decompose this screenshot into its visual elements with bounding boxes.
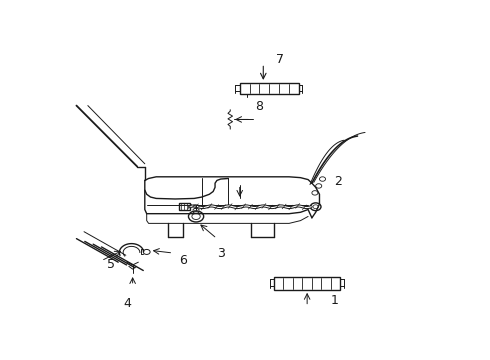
- Text: 5: 5: [107, 258, 115, 271]
- Circle shape: [143, 249, 150, 255]
- Bar: [240, 83, 298, 94]
- Text: 4: 4: [124, 297, 132, 310]
- Text: 7: 7: [275, 53, 284, 66]
- Text: 6: 6: [179, 254, 187, 267]
- Circle shape: [316, 184, 322, 188]
- Text: 3: 3: [217, 247, 225, 260]
- Bar: [179, 203, 190, 210]
- Text: 2: 2: [335, 175, 343, 188]
- Circle shape: [192, 213, 200, 220]
- Text: 1: 1: [331, 294, 339, 307]
- Circle shape: [189, 211, 204, 222]
- Bar: [274, 276, 341, 290]
- Circle shape: [312, 191, 318, 195]
- Circle shape: [310, 203, 321, 211]
- Text: 8: 8: [255, 100, 263, 113]
- Circle shape: [319, 177, 325, 181]
- Circle shape: [313, 205, 318, 209]
